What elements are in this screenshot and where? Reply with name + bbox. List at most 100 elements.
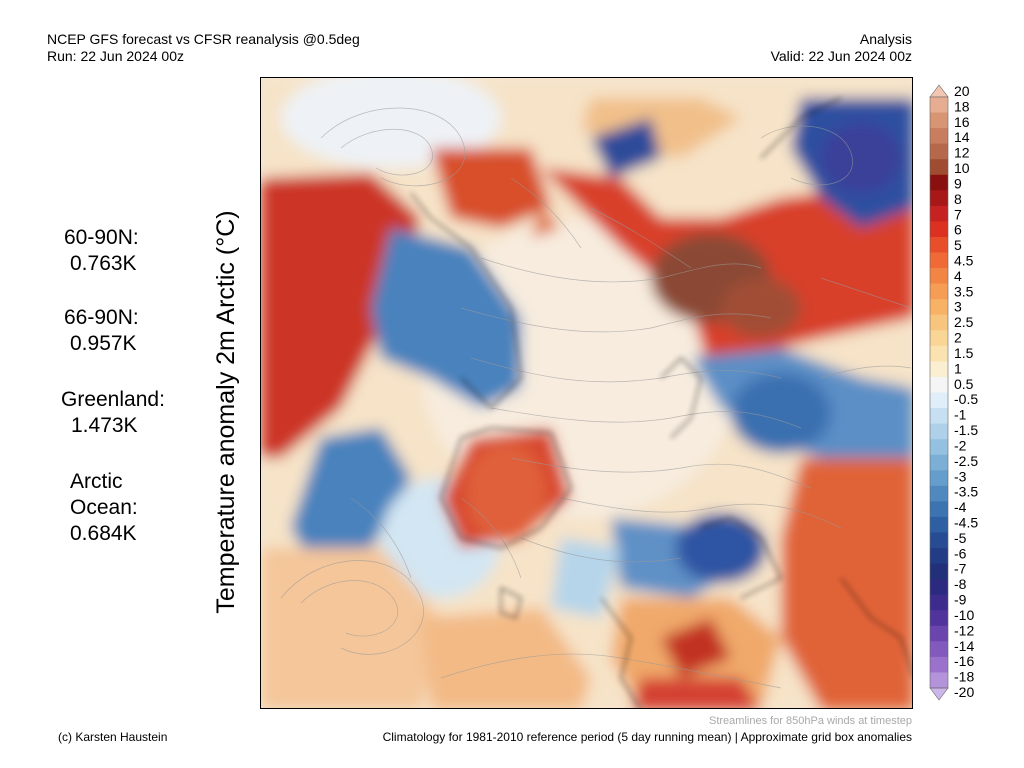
colorbar-tick-label: -1.5 [954, 422, 978, 438]
colorbar-swatch [930, 205, 948, 222]
colorbar-swatch [930, 376, 948, 393]
colorbar-scale: 201816141210987654.543.532.521.510.5-0.5… [929, 83, 978, 701]
colorbar-swatch [930, 454, 948, 471]
colorbar-tick-label: -1 [954, 407, 967, 423]
colorbar-swatch [930, 128, 948, 145]
colorbar-swatch [930, 112, 948, 129]
stat-label: Arctic Ocean: [70, 470, 138, 519]
colorbar-tick-label: 4 [954, 268, 962, 284]
colorbar-swatch [930, 548, 948, 564]
colorbar-tick-label: -0.5 [954, 391, 978, 407]
colorbar-tick-label: 10 [954, 160, 970, 176]
colorbar-swatch [930, 345, 948, 362]
anomaly-field [261, 78, 912, 708]
colorbar-tick-label: 7 [954, 206, 962, 222]
colorbar-swatch [930, 190, 948, 207]
colorbar-border [929, 96, 949, 689]
colorbar-swatch [930, 579, 948, 596]
colorbar-tick-label: -10 [954, 607, 974, 623]
colorbar-tick-label: -9 [954, 592, 967, 608]
colorbar-swatch [930, 143, 948, 160]
colorbar-tick-label: -4 [954, 499, 967, 515]
stat-arctic-ocean: Arctic Ocean: 0.684K [70, 469, 160, 547]
anomaly-map[interactable] [260, 77, 913, 709]
colorbar-tick-label: 1.5 [954, 345, 974, 361]
colorbar-swatch [930, 299, 948, 316]
colorbar-tick-label: -12 [954, 622, 974, 638]
colorbar-tick-label: 14 [954, 129, 970, 145]
colorbar-swatch [930, 439, 948, 456]
stat-label: Greenland: [61, 388, 165, 411]
colorbar-tick-label: -7 [954, 561, 967, 577]
colorbar-tick-label: 0.5 [954, 376, 974, 392]
map-axis-label: Temperature anomaly 2m Arctic (°C) [212, 210, 240, 614]
colorbar-swatch [930, 97, 948, 113]
stat-label: 60-90N: [64, 226, 139, 249]
colorbar-tick-label: 3 [954, 299, 962, 315]
colorbar-tick-label: 2.5 [954, 314, 974, 330]
colorbar-tick-label: -4.5 [954, 514, 978, 530]
colorbar-swatch [930, 252, 948, 269]
colorbar-tick-label: 8 [954, 191, 962, 207]
wind-streamlines [280, 107, 912, 689]
stat-greenland: Greenland: 1.473K [61, 387, 165, 439]
colorbar-tick-label: -3 [954, 468, 967, 484]
colorbar-swatch [930, 408, 948, 425]
title-block: NCEP GFS forecast vs CFSR reanalysis @0.… [47, 31, 360, 65]
colorbar-tick-label: -6 [954, 545, 967, 561]
stat-label: 66-90N: [64, 306, 139, 329]
stat-60-90n: 60-90N: 0.763K [64, 225, 139, 277]
colorbar-swatch [930, 563, 948, 580]
colorbar-swatch [930, 174, 948, 191]
valid-block: Analysis Valid: 22 Jun 2024 00z [771, 31, 912, 65]
colorbar-max-arrow [929, 84, 949, 98]
map-canvas [261, 78, 912, 708]
colorbar-swatch [930, 159, 948, 176]
stat-66-90n: 66-90N: 0.957K [64, 305, 139, 357]
colorbar-swatch [930, 672, 948, 689]
colorbar: 20 18 16 14 12 10 9 8 7 6 5 4.5 4 3.5 3 2.5 2 1.5 1 0.5 -0.5… [929, 83, 978, 701]
colorbar-swatch [930, 485, 948, 502]
colorbar-min-arrow [929, 687, 949, 701]
colorbar-tick-label: 5 [954, 237, 962, 253]
climatology-note: Climatology for 1981-2010 reference peri… [382, 730, 912, 744]
colorbar-tick-label: 3.5 [954, 283, 974, 299]
colorbar-swatch [930, 236, 948, 253]
coastlines [410, 97, 912, 708]
colorbar-tick-label: -2.5 [954, 453, 978, 469]
credit: (c) Karsten Haustein [58, 730, 168, 744]
streamlines-note: Streamlines for 850hPa winds at timestep [709, 715, 912, 727]
colorbar-tick-label: 18 [954, 98, 970, 114]
title-run: Run: 22 Jun 2024 00z [47, 48, 184, 64]
colorbar-tick-label: 4.5 [954, 253, 974, 269]
colorbar-tick-label: -2 [954, 437, 967, 453]
colorbar-swatch [930, 330, 948, 347]
colorbar-swatch [930, 314, 948, 331]
colorbar-tick-label: -3.5 [954, 484, 978, 500]
colorbar-swatch [930, 516, 948, 533]
colorbar-tick-label: -18 [954, 669, 974, 685]
colorbar-swatch [930, 656, 948, 673]
colorbar-swatch [930, 610, 948, 627]
analysis-label: Analysis [859, 31, 912, 47]
valid-time: Valid: 22 Jun 2024 00z [770, 48, 912, 64]
colorbar-tick-label: 16 [954, 114, 970, 130]
colorbar-swatch [930, 423, 948, 440]
colorbar-tick-label: -16 [954, 653, 974, 669]
colorbar-tick-label: -5 [954, 530, 967, 546]
colorbar-swatch [930, 532, 948, 549]
colorbar-tick-label: 1 [954, 360, 962, 376]
colorbar-swatch [930, 625, 948, 642]
colorbar-tick-label: 9 [954, 175, 962, 191]
colorbar-tick-label: -14 [954, 638, 974, 654]
stat-value: 0.763K [70, 252, 137, 275]
colorbar-tick-label: -8 [954, 576, 967, 592]
stat-value: 0.684K [70, 522, 137, 545]
colorbar-swatch [930, 392, 948, 409]
stat-value: 0.957K [70, 332, 137, 355]
colorbar-swatch [930, 221, 948, 238]
stat-value: 1.473K [71, 414, 138, 437]
colorbar-swatch [930, 361, 948, 378]
colorbar-tick-label: 20 [954, 83, 970, 99]
colorbar-swatch [930, 641, 948, 658]
